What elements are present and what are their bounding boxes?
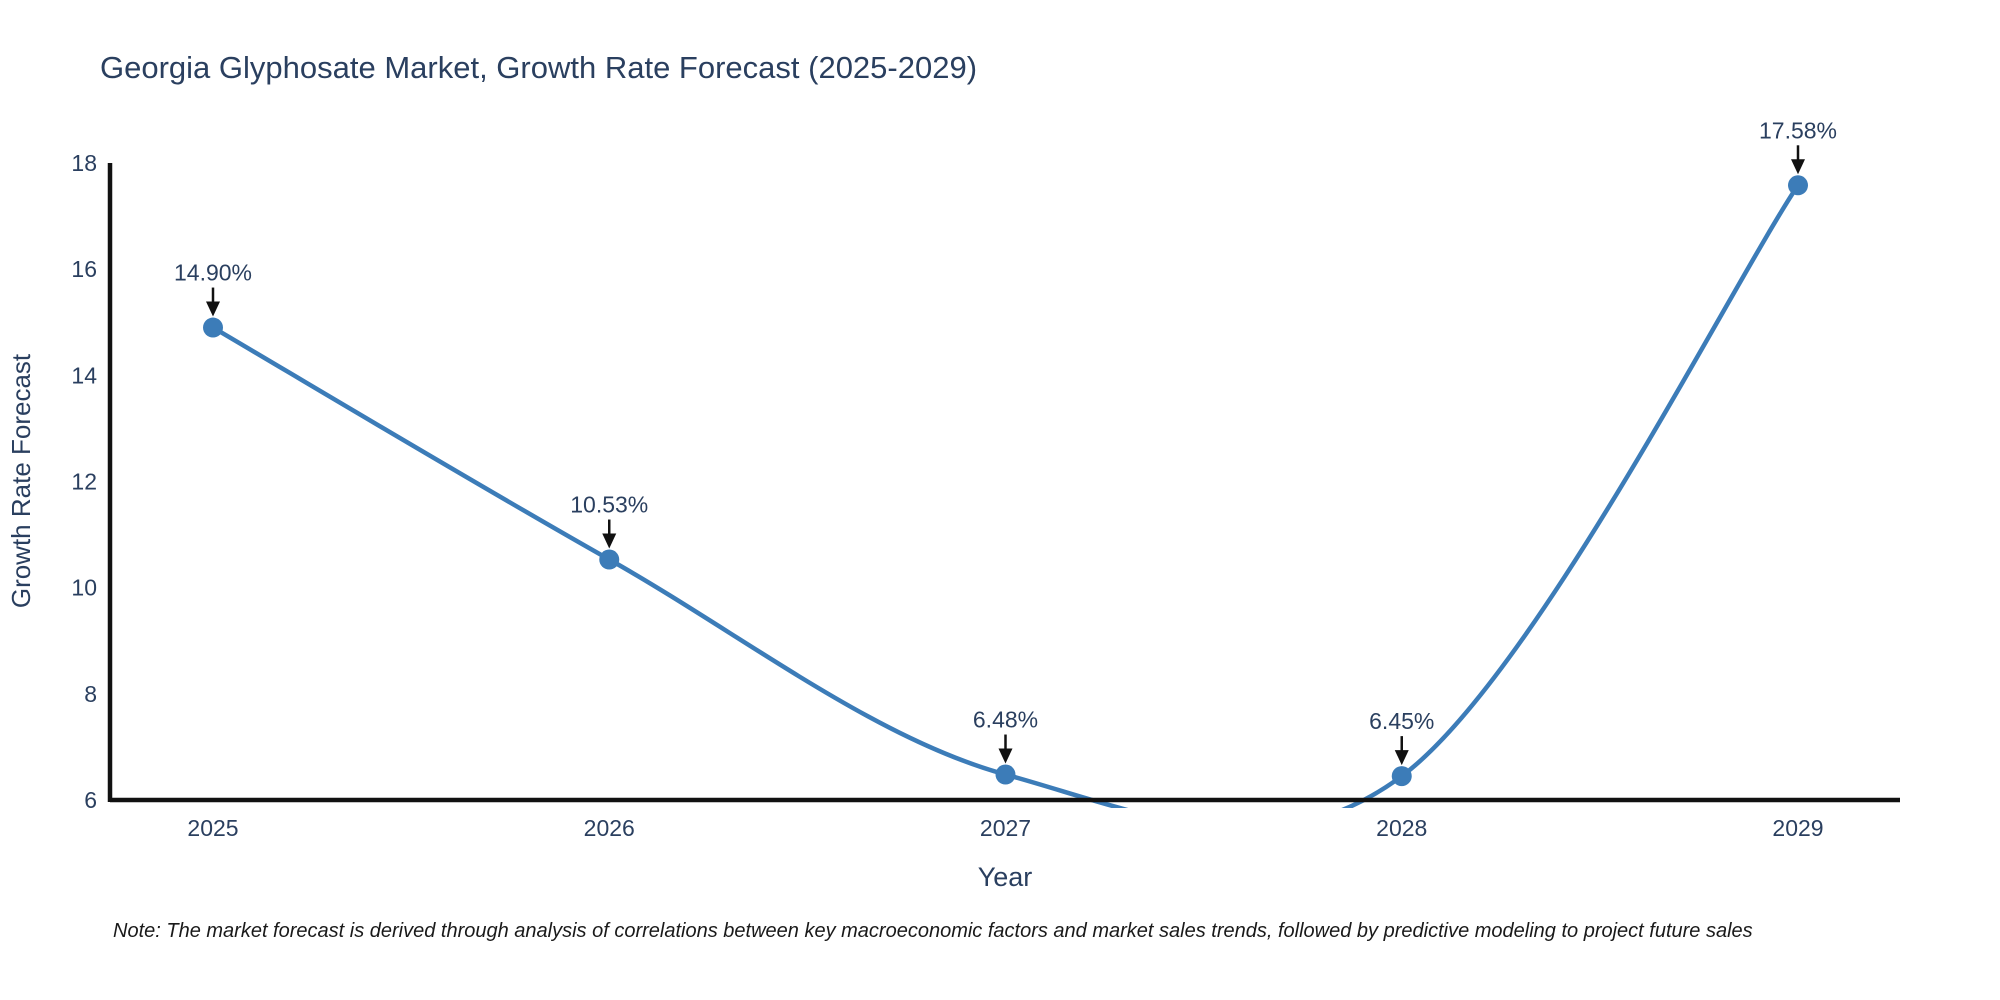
annotation-arrowhead-icon <box>998 748 1013 764</box>
data-point-label: 10.53% <box>570 492 648 518</box>
y-tick-label: 6 <box>84 787 97 813</box>
y-tick-label: 10 <box>71 575 97 601</box>
data-point-marker <box>599 549 620 570</box>
plot-area: 6 8 10 12 14 16 18 2025 2026 2027 2028 2029 14.90% 10… <box>71 117 1900 841</box>
data-point-marker <box>995 764 1016 785</box>
annotation-arrowhead-icon <box>602 533 617 549</box>
annotation-arrowhead-icon <box>1791 159 1805 175</box>
y-tick-label: 16 <box>71 256 97 282</box>
point-annotation: 10.53% <box>570 492 648 549</box>
data-point-marker <box>1391 766 1412 787</box>
series-line-group <box>210 183 1801 808</box>
y-tick-label: 8 <box>84 681 97 707</box>
data-point-label: 17.58% <box>1759 117 1837 143</box>
data-point-label: 6.45% <box>1369 708 1434 734</box>
x-tick-label: 2028 <box>1376 815 1427 841</box>
y-tick-label: 18 <box>71 150 97 176</box>
chart-title: Georgia Glyphosate Market, Growth Rate F… <box>100 50 977 85</box>
point-annotation: 6.48% <box>973 707 1038 764</box>
y-axis-title: Growth Rate Forecast <box>6 353 36 608</box>
point-annotation: 6.45% <box>1369 708 1434 766</box>
x-tick-label: 2029 <box>1772 815 1823 841</box>
annotation-arrowhead-icon <box>206 301 220 317</box>
x-tick-label: 2027 <box>980 815 1031 841</box>
footnote: Note: The market forecast is derived thr… <box>113 920 1753 942</box>
point-annotation: 14.90% <box>174 260 252 317</box>
y-tick-label: 14 <box>71 362 97 388</box>
x-tick-label: 2025 <box>187 815 238 841</box>
data-point-label: 6.48% <box>973 707 1038 733</box>
y-tick-label: 12 <box>71 469 97 495</box>
data-point-label: 14.90% <box>174 260 252 286</box>
point-annotation: 17.58% <box>1759 117 1837 175</box>
series-line <box>210 183 1801 808</box>
x-tick-label: 2026 <box>584 815 635 841</box>
x-axis-title: Year <box>978 862 1033 892</box>
data-point-marker <box>1788 175 1808 196</box>
data-point-marker <box>203 317 223 338</box>
annotation-arrowhead-icon <box>1394 750 1409 766</box>
